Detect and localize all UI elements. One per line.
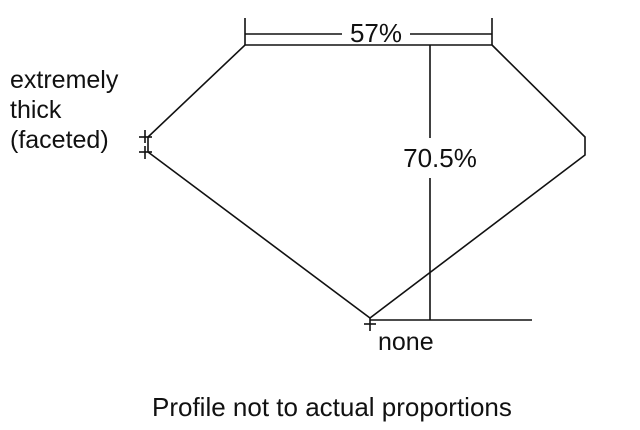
depth-percentage-label: 70.5% (403, 143, 477, 173)
caption: Profile not to actual proportions (152, 392, 512, 422)
table-percentage-label: 57% (350, 18, 402, 48)
culet-label: none (378, 328, 434, 356)
girdle-label-line-3: (faceted) (10, 126, 109, 154)
diamond-outline (147, 44, 586, 320)
girdle-label-line-2: thick (10, 96, 62, 124)
girdle-label-line-1: extremely (10, 66, 119, 94)
